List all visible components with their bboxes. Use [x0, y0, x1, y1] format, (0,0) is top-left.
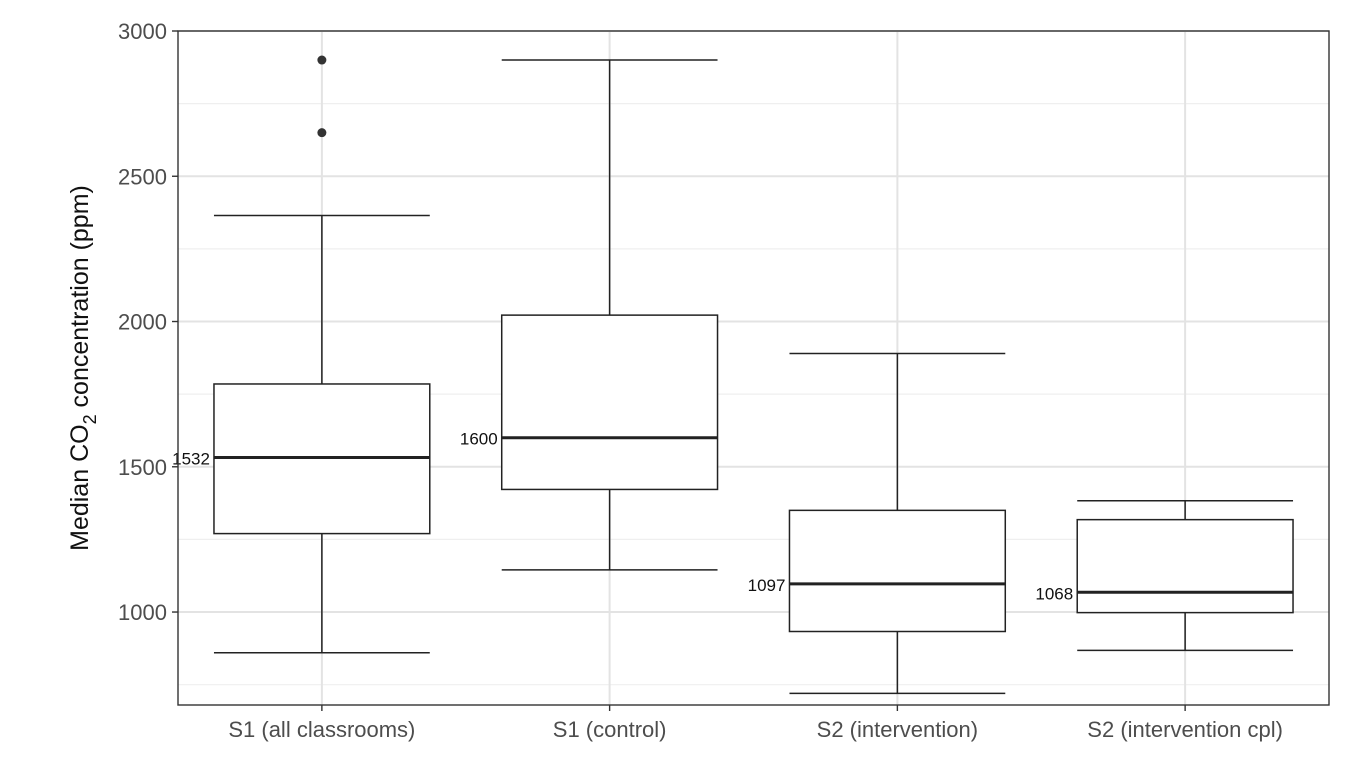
- x-tick-label: S2 (intervention): [817, 717, 978, 742]
- y-tick-label: 2500: [118, 164, 167, 189]
- median-label: 1532: [172, 449, 210, 468]
- y-tick-label: 3000: [118, 19, 167, 44]
- box-group: 1600: [460, 59, 719, 571]
- y-axis-label-subscript: 2: [80, 414, 100, 424]
- iqr-box: [1076, 518, 1294, 614]
- x-tick-label: S1 (control): [553, 717, 667, 742]
- outlier-point: [317, 128, 327, 138]
- y-axis: 1000 1500 2000 2500 3000: [118, 19, 178, 625]
- box-group: 1532: [172, 55, 431, 654]
- median-label: 1600: [460, 430, 498, 449]
- median-label: 1068: [1035, 584, 1073, 603]
- x-tick-label: S1 (all classrooms): [228, 717, 415, 742]
- y-tick-label: 1500: [118, 455, 167, 480]
- x-axis: S1 (all classrooms) S1 (control) S2 (inter…: [228, 705, 1283, 742]
- boxes: 1532 1600 1097 1068: [172, 55, 1294, 695]
- iqr-box: [788, 509, 1007, 633]
- box-group: 1068: [1035, 500, 1294, 652]
- y-axis-label: Median CO2 concentration (ppm): [66, 185, 100, 551]
- panel-border: [177, 30, 1330, 706]
- iqr-box: [500, 314, 719, 491]
- box-group: 1097: [748, 352, 1007, 695]
- y-tick-label: 1000: [118, 600, 167, 625]
- x-tick-label: S2 (intervention cpl): [1087, 717, 1283, 742]
- median-label: 1097: [748, 576, 786, 595]
- outlier-point: [317, 55, 327, 65]
- y-tick-label: 2000: [118, 310, 167, 335]
